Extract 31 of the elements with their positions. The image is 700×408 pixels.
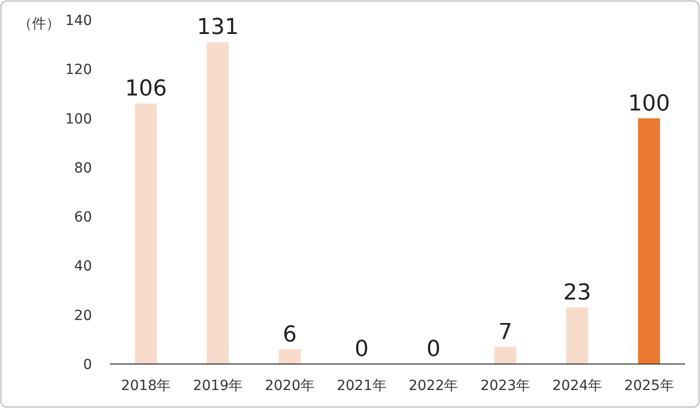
bar [206, 42, 229, 364]
y-tick-label: 100 [65, 111, 92, 128]
x-tick-label: 2020年 [264, 378, 315, 394]
data-label: 7 [498, 320, 512, 345]
data-label: 23 [563, 280, 592, 306]
data-label: 100 [628, 91, 670, 116]
x-tick-label: 2025年 [624, 378, 674, 394]
data-label: 131 [196, 15, 239, 40]
y-tick-label: 80 [74, 160, 92, 176]
data-label: 0 [426, 337, 440, 362]
x-tick-label: 2021年 [336, 378, 386, 394]
y-tick-label: 60 [74, 210, 92, 226]
x-tick-label: 2019年 [192, 378, 243, 394]
x-tick-label: 2023年 [480, 378, 530, 394]
bar [134, 104, 157, 364]
x-tick-label: 2018年 [121, 378, 171, 394]
y-tick-label: 120 [65, 62, 92, 78]
data-label: 0 [354, 337, 369, 362]
y-tick-label: 140 [65, 13, 92, 29]
x-tick-label: 2024年 [552, 378, 602, 394]
y-tick-label: 20 [74, 308, 92, 324]
y-tick-label: 0 [83, 357, 92, 373]
y-axis-title: （件） [18, 16, 60, 32]
data-label: 106 [124, 76, 167, 102]
data-label: 6 [282, 322, 297, 348]
bar [278, 349, 301, 364]
y-tick-label: 40 [74, 258, 92, 275]
x-tick-label: 2022年 [408, 378, 458, 394]
bar [566, 307, 588, 364]
bar [638, 118, 660, 364]
bar [494, 346, 516, 364]
